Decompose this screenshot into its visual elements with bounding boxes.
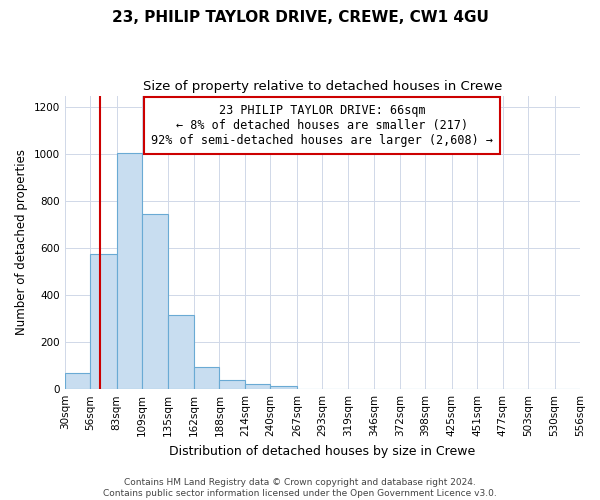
- Bar: [90, 254, 116, 389]
- Bar: [245, 384, 271, 389]
- Bar: [142, 214, 167, 389]
- Y-axis label: Number of detached properties: Number of detached properties: [15, 150, 28, 336]
- Bar: [220, 380, 245, 389]
- Bar: [271, 386, 297, 389]
- X-axis label: Distribution of detached houses by size in Crewe: Distribution of detached houses by size …: [169, 444, 475, 458]
- Bar: [65, 372, 90, 389]
- Text: Contains HM Land Registry data © Crown copyright and database right 2024.
Contai: Contains HM Land Registry data © Crown c…: [103, 478, 497, 498]
- Bar: [194, 367, 220, 389]
- Bar: [167, 315, 194, 389]
- Text: 23 PHILIP TAYLOR DRIVE: 66sqm
← 8% of detached houses are smaller (217)
92% of s: 23 PHILIP TAYLOR DRIVE: 66sqm ← 8% of de…: [151, 104, 493, 148]
- Text: 23, PHILIP TAYLOR DRIVE, CREWE, CW1 4GU: 23, PHILIP TAYLOR DRIVE, CREWE, CW1 4GU: [112, 10, 488, 25]
- Title: Size of property relative to detached houses in Crewe: Size of property relative to detached ho…: [143, 80, 502, 93]
- Bar: [116, 153, 142, 389]
